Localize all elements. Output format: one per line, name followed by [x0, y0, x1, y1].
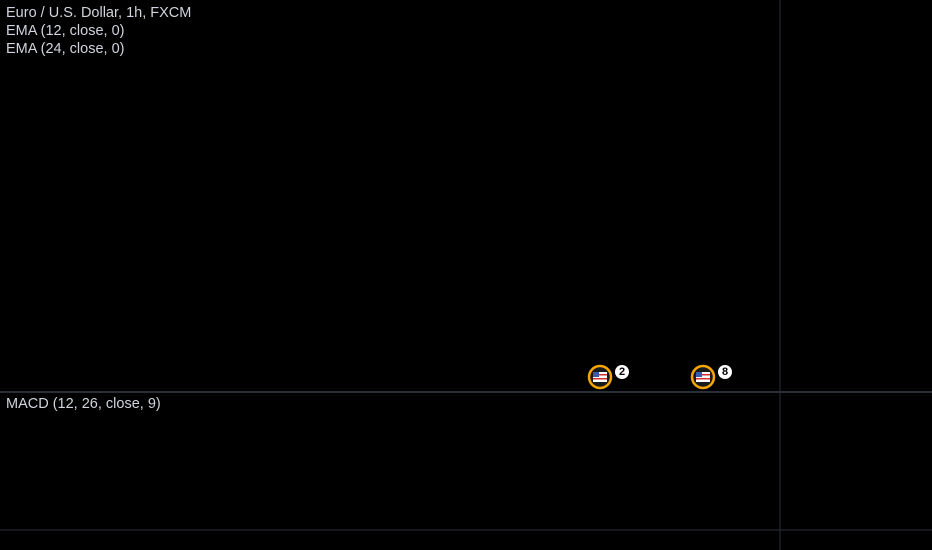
event-flag-stripe	[696, 378, 710, 380]
event-count: 8	[722, 366, 728, 378]
event-flag-stripe	[702, 374, 710, 376]
event-badge	[615, 365, 629, 379]
event-icon[interactable]: 2	[587, 364, 629, 390]
event-flag	[593, 372, 607, 382]
symbol-title: Euro / U.S. Dollar, 1h, FXCM	[6, 5, 191, 21]
event-icon[interactable]: 8	[690, 364, 732, 390]
event-flag-canton	[696, 372, 702, 377]
event-flag-stripe	[599, 374, 607, 376]
event-count: 2	[619, 366, 625, 378]
ema12-legend: EMA (12, close, 0)	[6, 23, 124, 39]
event-badge	[718, 365, 732, 379]
macd-legend: MACD (12, 26, close, 9)	[6, 396, 161, 412]
event-flag-canton	[593, 372, 599, 377]
event-flag-stripe	[593, 378, 607, 380]
ema24-legend: EMA (24, close, 0)	[6, 41, 124, 57]
event-flag	[696, 372, 710, 382]
